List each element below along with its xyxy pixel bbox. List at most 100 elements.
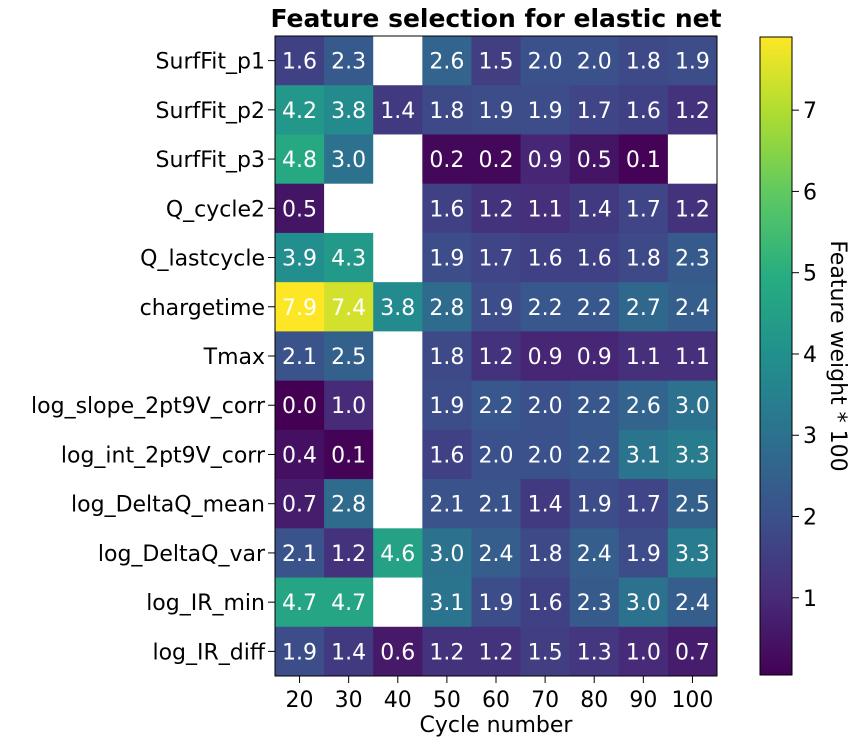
- heatmap-cell: [667, 429, 718, 480]
- heatmap-cell: [618, 282, 669, 332]
- heatmap-cell: [618, 429, 669, 480]
- cell-value-label: 2.8: [331, 493, 366, 518]
- heatmap-cell: [373, 232, 423, 283]
- heatmap-cell-labels: 1.6 2.3 2.6 1.5 2.0 2.0 1.8 1.9 4.2 3.8 1.4 1.8 1.9 1…: [282, 50, 710, 666]
- heatmap-cell: [324, 528, 374, 579]
- heatmap-cell: [324, 36, 374, 86]
- cell-value-label: 3.0: [626, 591, 661, 616]
- heatmap-cell: [373, 282, 423, 332]
- cell-value-label: 1.5: [528, 640, 563, 665]
- y-tick-label: log_IR_min: [146, 591, 265, 616]
- cell-value-label: 4.7: [331, 591, 366, 616]
- colorbar-label: Feature weight * 100: [825, 240, 850, 471]
- heatmap-cell: [275, 85, 325, 135]
- heatmap-cell: [373, 331, 423, 382]
- colorbar-gradient: [759, 36, 793, 676]
- cell-value-label: 0.7: [282, 493, 317, 518]
- chart-title: Feature selection for elastic net: [270, 4, 721, 33]
- heatmap-cell: [667, 479, 718, 529]
- heatmap-cell: [422, 36, 472, 86]
- heatmap-cell: [667, 36, 718, 86]
- heatmap-cell: [373, 429, 423, 480]
- heatmap-cell: [422, 232, 472, 283]
- heatmap-cell: [520, 626, 571, 677]
- x-axis-ticks: 20 30 40 50 60 70 80 90 100: [286, 676, 713, 713]
- heatmap-cell: [422, 429, 472, 480]
- cell-value-label: 1.6: [528, 247, 563, 272]
- heatmap-cell: [373, 183, 423, 234]
- cell-value-label: 1.8: [626, 50, 661, 75]
- heatmap-cell: [569, 232, 620, 283]
- heatmap-cell: [520, 183, 571, 234]
- heatmap-cell: [520, 380, 571, 431]
- cell-value-label: 1.2: [675, 197, 710, 222]
- cell-value-label: 1.9: [577, 493, 612, 518]
- heatmap-cell: [667, 134, 718, 185]
- y-tick-label: log_IR_diff: [152, 640, 265, 665]
- heatmap-cell: [471, 626, 522, 677]
- heatmap-cell: [275, 232, 325, 283]
- cell-value-label: 2.2: [479, 394, 514, 419]
- colorbar-tick-label: 4: [803, 343, 817, 368]
- heatmap-cell: [667, 232, 718, 283]
- heatmap-cell: [471, 528, 522, 579]
- cell-value-label: 1.1: [528, 197, 563, 222]
- heatmap-cell: [471, 479, 522, 529]
- cell-value-label: 1.9: [429, 247, 464, 272]
- heatmap-cell: [422, 479, 472, 529]
- cell-value-label: 3.8: [331, 99, 366, 124]
- heatmap-cell: [618, 528, 669, 579]
- heatmap-cell: [618, 577, 669, 628]
- heatmap-cell: [471, 134, 522, 185]
- heatmap-cell: [422, 331, 472, 382]
- x-tick-label: 100: [671, 688, 713, 713]
- cell-value-label: 1.1: [626, 345, 661, 370]
- heatmap-cell: [275, 429, 325, 480]
- cell-value-label: 1.9: [479, 296, 514, 321]
- heatmap-cell: [667, 626, 718, 677]
- heatmap-cell: [324, 85, 374, 135]
- cell-value-label: 1.4: [380, 99, 415, 124]
- heatmap-cell: [618, 626, 669, 677]
- heatmap-cell: [667, 577, 718, 628]
- heatmap-cell: [373, 479, 423, 529]
- heatmap-cell: [618, 36, 669, 86]
- heatmap-cell: [422, 577, 472, 628]
- heatmap-cell: [569, 479, 620, 529]
- y-tick-label: Tmax: [203, 345, 265, 370]
- cell-value-label: 2.4: [675, 296, 710, 321]
- heatmap-cell: [373, 134, 423, 185]
- cell-value-label: 2.1: [479, 493, 514, 518]
- heatmap-cell: [275, 626, 325, 677]
- heatmap-cell: [618, 380, 669, 431]
- heatmap-cell: [471, 232, 522, 283]
- heatmap-cell: [422, 528, 472, 579]
- cell-value-label: 1.9: [479, 591, 514, 616]
- cell-value-label: 1.6: [626, 99, 661, 124]
- heatmap-cell: [667, 85, 718, 135]
- cell-value-label: 3.1: [626, 443, 661, 468]
- heatmap-cell: [324, 232, 374, 283]
- cell-value-label: 1.9: [675, 50, 710, 75]
- cell-value-label: 1.6: [429, 197, 464, 222]
- cell-value-label: 2.7: [626, 296, 661, 321]
- cell-value-label: 2.5: [331, 345, 366, 370]
- cell-value-label: 2.2: [577, 296, 612, 321]
- cell-value-label: 1.0: [626, 640, 661, 665]
- cell-value-label: 3.8: [380, 296, 415, 321]
- cell-value-label: 0.1: [626, 148, 661, 173]
- heatmap-cell: [569, 626, 620, 677]
- x-tick-label: 50: [433, 688, 461, 713]
- cell-value-label: 1.7: [577, 99, 612, 124]
- heatmap-cell: [569, 36, 620, 86]
- cell-value-label: 1.0: [331, 394, 366, 419]
- y-tick-label: log_DeltaQ_var: [98, 542, 266, 567]
- cell-value-label: 1.6: [577, 247, 612, 272]
- y-axis-ticks: SurfFit_p1 SurfFit_p2 SurfFit_p3 Q_cycle2 Q_…: [31, 50, 275, 665]
- heatmap-cell: [520, 85, 571, 135]
- heatmap-cell: [667, 183, 718, 234]
- cell-value-label: 2.1: [282, 345, 317, 370]
- cell-value-label: 1.9: [479, 99, 514, 124]
- cell-value-label: 1.2: [331, 542, 366, 567]
